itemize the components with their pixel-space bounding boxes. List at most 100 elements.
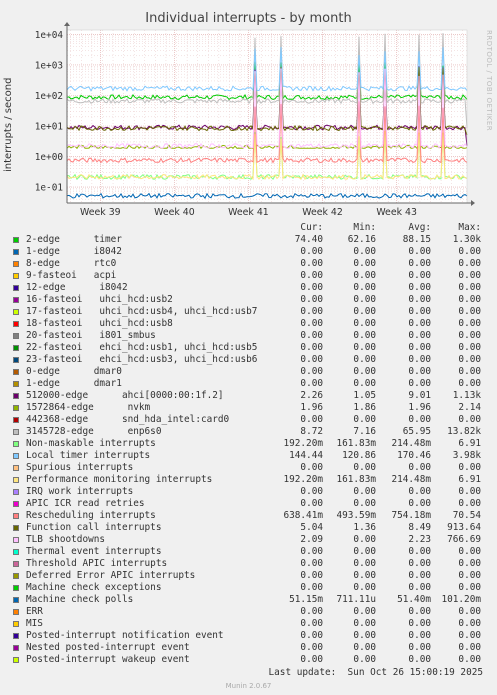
y-tick-label: 1e+02 [35, 91, 63, 102]
legend-avg: 2.23 [408, 534, 431, 545]
legend-swatch [13, 573, 19, 579]
legend-cur: 0.00 [300, 642, 323, 653]
legend-max: 0.00 [458, 462, 481, 473]
legend-row: 16-fasteoi uhci_hcd:usb2 0.00 0.00 0.00 0.00 [0, 294, 497, 306]
legend-cur: 0.00 [300, 498, 323, 509]
legend-min: 0.00 [353, 258, 376, 269]
legend-avg: 0.00 [408, 246, 431, 257]
legend-label: 1-edge dmar1 [26, 378, 122, 389]
series-line [66, 192, 468, 200]
legend-avg: 0.00 [408, 618, 431, 629]
y-tick-label: 1e-01 [35, 183, 64, 194]
legend-max: 0.00 [458, 282, 481, 293]
legend-row: 1572864-edge nvkm 1.96 1.86 1.96 2.14 [0, 402, 497, 414]
legend-label: ERR [26, 606, 43, 617]
legend-max: 0.00 [458, 570, 481, 581]
legend-avg: 0.00 [408, 498, 431, 509]
legend-swatch [13, 357, 19, 363]
legend-swatch [13, 597, 19, 603]
legend-cur: 192.20m [283, 438, 323, 449]
x-tick-label: Week 40 [154, 207, 195, 218]
legend-max: 0.00 [458, 258, 481, 269]
legend-label: 442368-edge snd_hda_intel:card0 [26, 414, 230, 425]
legend-avg: 0.00 [408, 642, 431, 653]
legend-row: 18-fasteoi uhci_hcd:usb8 0.00 0.00 0.00 0.00 [0, 318, 497, 330]
legend-swatch [13, 429, 19, 435]
legend-label: Performance monitoring interrupts [26, 474, 213, 485]
legend-min: 0.00 [353, 246, 376, 257]
legend-swatch [13, 633, 19, 639]
x-tick-label: Week 41 [228, 207, 269, 218]
legend-label: TLB shootdowns [26, 534, 106, 545]
legend-max: 0.00 [458, 318, 481, 329]
legend-min: 161.83m [336, 438, 376, 449]
legend-row: 20-fasteoi i801_smbus 0.00 0.00 0.00 0.00 [0, 330, 497, 342]
axes: 1e-01 1e+00 1e+01 1e+02 1e+03 1e+04 Week 39 Wee… [35, 22, 475, 218]
legend-min: 0.00 [353, 282, 376, 293]
legend-row: IRQ work interrupts 0.00 0.00 0.00 0.00 [0, 486, 497, 498]
x-axis-arrow [471, 200, 475, 206]
legend-cur: 0.00 [300, 654, 323, 665]
legend-cur: 144.44 [289, 450, 323, 461]
legend-label: 22-fasteoi ehci_hcd:usb1, uhci_hcd:usb5 [26, 342, 258, 353]
legend-max: 766.69 [447, 534, 481, 545]
legend-row: 8-edge rtc0 0.00 0.00 0.00 0.00 [0, 258, 497, 270]
legend-cur: 0.00 [300, 294, 323, 305]
legend-max: 101.20m [441, 594, 481, 605]
legend-label: 3145728-edge enp6s0 [26, 426, 162, 437]
legend-max: 0.00 [458, 330, 481, 341]
legend-min: 0.00 [353, 270, 376, 281]
legend-swatch [13, 381, 19, 387]
legend-min: 0.00 [353, 306, 376, 317]
legend-swatch [13, 441, 19, 447]
legend-swatch [13, 261, 19, 267]
legend-min: 0.00 [353, 606, 376, 617]
legend-row: 9-fasteoi acpi 0.00 0.00 0.00 0.00 [0, 270, 497, 282]
legend-max: 0.00 [458, 366, 481, 377]
legend-avg: 9.01 [408, 390, 431, 401]
legend-max: 0.00 [458, 294, 481, 305]
legend-min: 1.05 [353, 390, 376, 401]
legend-min: 62.16 [347, 234, 376, 245]
legend-max: 1.30k [452, 234, 481, 245]
legend-swatch [13, 645, 19, 651]
legend-max: 2.14 [458, 402, 481, 413]
legend-max: 0.00 [458, 306, 481, 317]
legend-label: Machine check exceptions [26, 582, 162, 593]
legend-swatch [13, 537, 19, 543]
legend-avg: 0.00 [408, 630, 431, 641]
legend-min: 0.00 [353, 486, 376, 497]
legend-row: 0-edge dmar0 0.00 0.00 0.00 0.00 [0, 366, 497, 378]
x-tick-label: Week 39 [80, 207, 121, 218]
legend-avg: 65.95 [402, 426, 431, 437]
legend-min: 0.00 [353, 498, 376, 509]
legend-max: 0.00 [458, 618, 481, 629]
legend-header-max: Max: [458, 222, 481, 233]
legend-swatch [13, 621, 19, 627]
legend-label: 16-fasteoi uhci_hcd:usb2 [26, 294, 173, 305]
rrdtool-credit: RRDTOOL / TOBI OETIKER [485, 30, 493, 132]
legend-avg: 0.00 [408, 606, 431, 617]
legend-label: IRQ work interrupts [26, 486, 134, 497]
legend-min: 7.16 [353, 426, 376, 437]
legend-label: MIS [26, 618, 43, 629]
legend-row: Deferred Error APIC interrupts 0.00 0.00 0.… [0, 570, 497, 582]
legend-row: 512000-edge ahci[0000:00:1f.2] 2.26 1.05 9.… [0, 390, 497, 402]
legend-min: 0.00 [353, 618, 376, 629]
legend-label: 18-fasteoi uhci_hcd:usb8 [26, 318, 173, 329]
legend-cur: 0.00 [300, 462, 323, 473]
legend-min: 0.00 [353, 642, 376, 653]
series-line [66, 144, 468, 150]
series-line [66, 131, 468, 181]
legend-row: Machine check exceptions 0.00 0.00 0.00 0.00 [0, 582, 497, 594]
legend-swatch [13, 609, 19, 615]
legend-max: 0.00 [458, 378, 481, 389]
legend-max: 0.00 [458, 546, 481, 557]
legend-cur: 638.41m [283, 510, 323, 521]
legend-max: 1.13k [452, 390, 481, 401]
legend-row: APIC ICR read retries 0.00 0.00 0.00 0.00 [0, 498, 497, 510]
legend-min: 0.00 [353, 414, 376, 425]
legend-max: 0.00 [458, 498, 481, 509]
legend-label: 1-edge i8042 [26, 246, 122, 257]
legend-min: 120.86 [342, 450, 376, 461]
